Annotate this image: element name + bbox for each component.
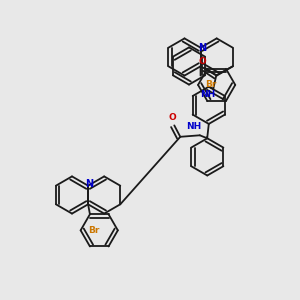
Text: Br: Br: [206, 80, 217, 89]
Text: N: N: [198, 43, 206, 53]
Text: N: N: [85, 179, 94, 189]
Text: NH: NH: [186, 122, 201, 131]
Text: O: O: [199, 57, 206, 66]
Text: Br: Br: [88, 226, 100, 235]
Text: O: O: [168, 113, 176, 122]
Text: NH: NH: [200, 90, 215, 99]
